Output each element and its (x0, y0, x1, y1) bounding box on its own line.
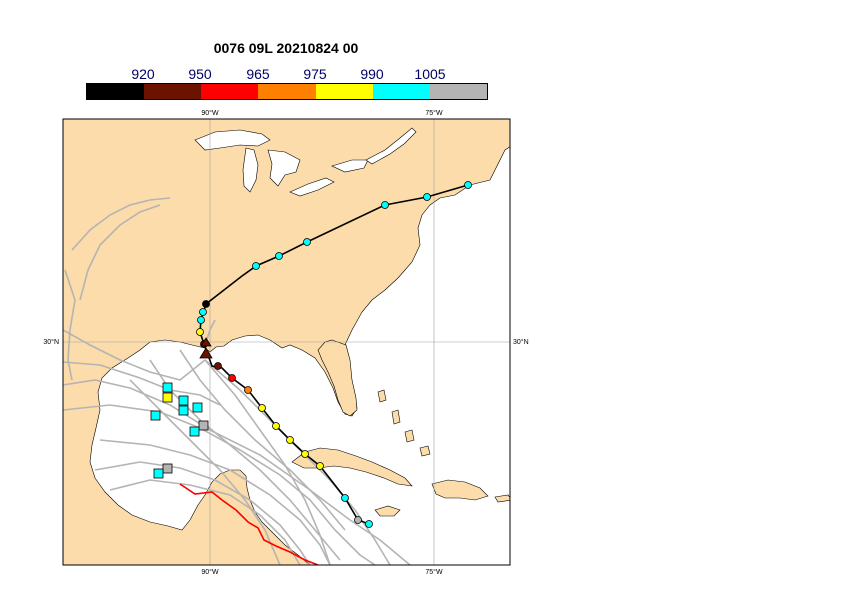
track-point (275, 252, 283, 260)
track-point (228, 374, 236, 382)
track-point (301, 450, 309, 458)
track-point (316, 462, 324, 470)
track-point (244, 386, 252, 394)
track-point (202, 300, 210, 308)
landfall-triangle-marker (200, 337, 212, 347)
lon-label-top-90w: 90°W (201, 109, 219, 117)
pressure-colorbar (86, 83, 488, 100)
track-point (365, 520, 373, 528)
square-marker (189, 426, 200, 437)
lon-label-top-75w: 75°W (425, 109, 443, 117)
colorbar-segment-4 (258, 84, 316, 99)
ensemble-tracks (63, 197, 411, 565)
square-marker (162, 382, 173, 393)
track-point (196, 328, 204, 336)
lake-huron (267, 149, 301, 187)
colorbar-segment-5 (315, 84, 373, 99)
landfall-triangle-marker (199, 347, 213, 359)
square-marker (162, 392, 173, 403)
track-point (381, 201, 389, 209)
forecast-track-line (199, 184, 469, 525)
colorbar-segment-3 (201, 84, 259, 99)
track-point (354, 516, 362, 524)
hispaniola (431, 479, 489, 501)
square-marker (178, 395, 189, 406)
ensemble-square-markers (150, 382, 209, 479)
lake-michigan (242, 147, 259, 193)
lake-superior (194, 129, 271, 151)
colorbar-segment-1 (87, 84, 145, 99)
track-point (197, 316, 205, 324)
lat-label-right-30n: 30°N (513, 338, 529, 346)
colorbar-label-990: 990 (360, 66, 384, 82)
colorbar-segment-7 (429, 84, 487, 99)
colorbar-segment-2 (144, 84, 202, 99)
lat-label-left-30n: 30°N (43, 338, 59, 346)
square-marker (162, 463, 173, 474)
colorbar-segment-6 (372, 84, 430, 99)
forecast-track-points (196, 181, 472, 528)
colorbar-label-1005: 1005 (414, 66, 446, 82)
puerto-rico (494, 494, 510, 503)
track-point (303, 238, 311, 246)
observed-track (179, 483, 319, 565)
colorbar-label-975: 975 (303, 66, 327, 82)
track-point (214, 362, 222, 370)
map-content (63, 119, 510, 565)
track-point (199, 308, 207, 316)
track-point (423, 193, 431, 201)
cuba (291, 447, 413, 487)
track-point (258, 404, 266, 412)
lake-ontario (331, 159, 369, 173)
bahamas-islands (377, 389, 431, 457)
colorbar-label-965: 965 (246, 66, 270, 82)
lon-label-bottom-75w: 75°W (425, 568, 443, 576)
chart-title: 0076 09L 20210824 00 (213, 40, 359, 56)
map-frame (62, 118, 511, 566)
lon-label-bottom-90w: 90°W (201, 568, 219, 576)
square-marker (198, 420, 209, 431)
track-point (341, 494, 349, 502)
st-lawrence-river (365, 127, 417, 165)
track-point (286, 436, 294, 444)
square-marker (178, 405, 189, 416)
square-marker (192, 402, 203, 413)
square-marker (150, 410, 161, 421)
colorbar-label-950: 950 (188, 66, 212, 82)
track-point (464, 181, 472, 189)
track-point (272, 422, 280, 430)
track-point (252, 262, 260, 270)
jamaica (374, 505, 401, 517)
lake-erie (289, 177, 335, 197)
colorbar-label-920: 920 (131, 66, 155, 82)
florida-peninsula (317, 339, 358, 417)
square-marker (153, 468, 164, 479)
